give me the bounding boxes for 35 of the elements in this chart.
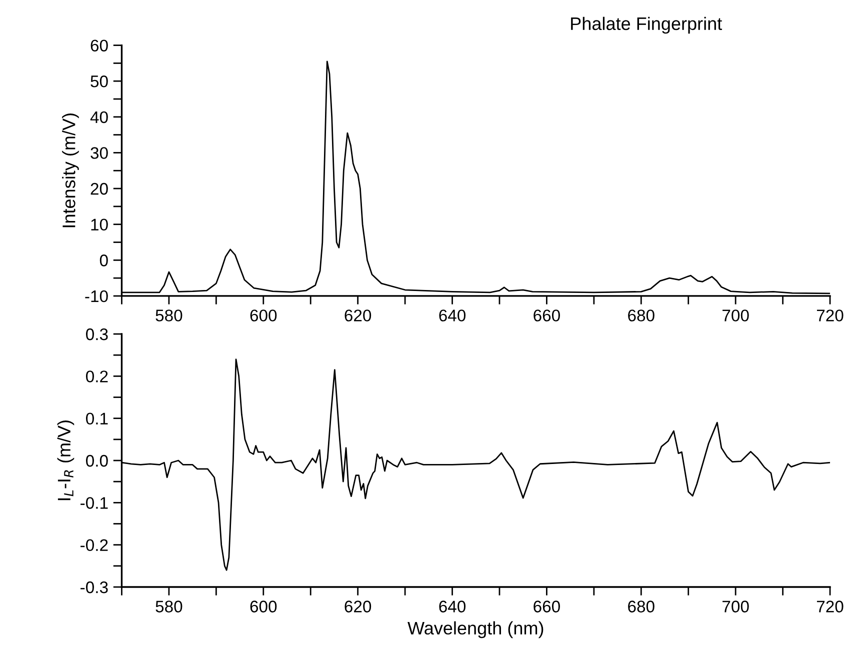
x-tick-label: 580 bbox=[156, 310, 182, 322]
x-tick-label: 620 bbox=[344, 310, 372, 322]
x-tick-label: 720 bbox=[816, 310, 844, 322]
chart-title: Phalate Fingerprint bbox=[571, 16, 722, 34]
y-tick-label: 0 bbox=[100, 254, 108, 266]
x-tick-label: 580 bbox=[156, 600, 182, 612]
y-tick-label: 40 bbox=[90, 111, 108, 124]
y-tick-label: 30 bbox=[90, 147, 108, 159]
x-tick-label: 620 bbox=[344, 600, 372, 612]
x-axis-title: Wavelength (nm) bbox=[408, 621, 544, 638]
y-axis-title: I$_{L}$-I$_{R}$ (m/V) bbox=[57, 420, 74, 500]
x-tick-label: 600 bbox=[250, 310, 277, 322]
y-tick-label: 0.3 bbox=[86, 328, 108, 340]
x-tick-label: 660 bbox=[534, 310, 560, 322]
y-tick-label: 0.1 bbox=[86, 412, 108, 425]
y-tick-label: -0.1 bbox=[80, 497, 108, 509]
y-tick-label: -10 bbox=[85, 290, 108, 302]
y-tick-label: 20 bbox=[90, 182, 108, 195]
y-tick-label: 0.2 bbox=[86, 370, 108, 382]
x-tick-label: 720 bbox=[816, 600, 844, 612]
x-tick-label: 600 bbox=[250, 600, 277, 612]
y-tick-label: 50 bbox=[90, 76, 108, 88]
x-tick-label: 660 bbox=[534, 600, 560, 612]
y-axis-title: Intensity (m/V) bbox=[62, 114, 79, 228]
y-tick-label: 10 bbox=[91, 218, 108, 231]
y-tick-label: 60 bbox=[90, 40, 108, 52]
x-tick-label: 640 bbox=[439, 600, 466, 612]
x-tick-label: 680 bbox=[628, 600, 654, 612]
x-tick-label: 700 bbox=[722, 600, 749, 612]
y-tick-label: -0.3 bbox=[80, 581, 108, 594]
x-tick-label: 700 bbox=[722, 310, 749, 322]
x-tick-label: 640 bbox=[439, 310, 466, 322]
x-tick-label: 680 bbox=[628, 310, 654, 322]
y-tick-label: 0.0 bbox=[86, 454, 108, 467]
y-tick-label: -0.2 bbox=[80, 539, 108, 552]
